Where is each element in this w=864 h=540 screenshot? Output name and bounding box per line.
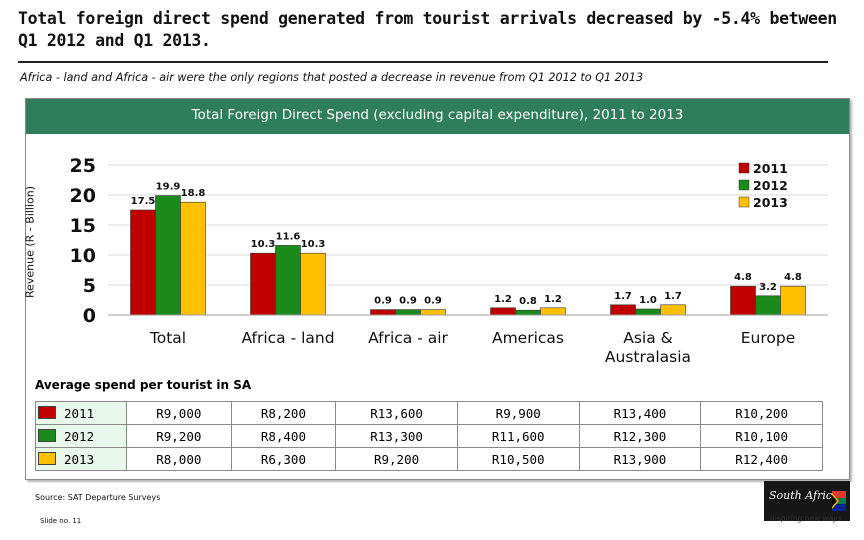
year-label: 2013 [64,451,95,467]
data-label: 3.2 [759,282,777,293]
source-note: Source: SAT Departure Surveys [35,493,161,502]
table-cell: R9,200 [126,424,232,448]
bar [250,252,276,316]
x-tick-label: Americas [492,329,564,347]
data-label: 0.9 [424,296,442,307]
table-cell: R8,200 [230,401,337,425]
bar [420,309,446,316]
bar [130,209,156,316]
year-cell: 2011 [35,401,127,425]
data-label: 4.8 [734,272,752,283]
table-cell: R12,400 [700,447,823,471]
bar [780,285,806,316]
bar [275,245,301,316]
legend-swatch [738,162,750,174]
legend-label: 2012 [753,178,788,193]
flag-icon [832,491,846,511]
bar [660,304,686,316]
x-tick-label: Asia & Australasia [605,329,691,366]
bar [730,285,756,316]
data-label: 1.0 [639,295,657,306]
legend-swatch [738,179,750,191]
slide-number: Slide no. 11 [40,517,82,525]
year-cell: 2012 [35,424,127,448]
table-cell: R12,300 [578,424,702,448]
chart-title: Total Foreign Direct Spend (excluding ca… [191,107,684,123]
data-label: 19.9 [156,182,181,193]
year-label: 2011 [64,405,95,421]
data-label: 0.8 [519,296,537,307]
table-cell: R13,900 [578,447,702,471]
table-row: 2011 R9,000 R8,200 R13,600 R9,900 R13,400 R10,… [35,401,823,425]
bar [370,309,396,316]
data-label: 1.2 [544,294,562,305]
logo-text: South Africa [769,489,839,502]
bar [300,252,326,316]
table-cell: R8,400 [230,424,337,448]
data-label: 0.9 [399,296,417,307]
data-label: 1.7 [614,291,632,302]
legend-label: 2011 [753,161,788,176]
avg-spend-label: Average spend per tourist in SA [35,378,252,392]
table-cell: R9,900 [456,401,580,425]
slide-title: Total foreign direct spend generated fro… [18,9,837,50]
legend-label: 2013 [753,195,788,210]
y-tick-label: 10 [70,245,96,267]
table-cell: R13,300 [335,424,458,448]
year-swatch [38,405,56,419]
table-cell: R9,000 [126,401,232,425]
x-tick-label: Europe [741,329,796,347]
bar [515,309,541,316]
x-tick-label: Africa - air [368,329,448,347]
y-tick-label: 25 [70,155,96,177]
avg-spend-table: 2011 R9,000 R8,200 R13,600 R9,900 R13,400 R10,… [35,401,823,471]
year-cell: 2013 [35,447,127,471]
chart-header: Total Foreign Direct Spend (excluding ca… [26,99,849,134]
bar [180,201,206,316]
south-africa-logo: South Africa [764,481,850,521]
y-tick-label: 5 [83,275,96,297]
y-tick-label: 0 [83,305,96,327]
slide-subtitle: Africa - land and Africa - air were the … [20,71,644,84]
year-swatch [38,428,56,442]
y-tick-label: 15 [70,215,96,237]
bar [395,309,421,316]
data-label: 10.3 [251,239,276,250]
year-swatch [38,451,56,465]
bar [610,304,636,316]
data-label: 1.7 [664,291,682,302]
data-label: 11.6 [276,231,301,242]
bar-chart: 0 5 10 15 20 25 17.519.918.8 Total 10.311.610.3 A… [70,155,828,366]
bar [540,307,566,316]
table-row: 2012 R9,200 R8,400 R13,300 R11,600 R12,300 R10… [35,424,823,448]
logo-tagline: inspiring new ways [770,514,842,523]
bar [635,308,661,316]
title-divider [18,61,828,63]
table-cell: R10,200 [700,401,823,425]
table-row: 2013 R8,000 R6,300 R9,200 R10,500 R13,900 R12,… [35,447,823,471]
bar [155,195,181,316]
data-label: 18.8 [181,188,206,199]
table-cell: R8,000 [126,447,232,471]
legend-swatch [738,196,750,208]
x-tick-label: Africa - land [241,329,334,347]
data-label: 1.2 [494,294,512,305]
data-label: 0.9 [374,296,392,307]
x-tick-label: Total [149,329,186,347]
table-cell: R10,100 [700,424,823,448]
y-tick-label: 20 [70,185,96,207]
data-label: 4.8 [784,272,802,283]
bar [490,307,516,316]
table-cell: R10,500 [456,447,580,471]
table-cell: R6,300 [230,447,337,471]
table-cell: R13,600 [335,401,458,425]
data-label: 17.5 [131,196,156,207]
data-label: 10.3 [301,239,326,250]
table-cell: R13,400 [578,401,702,425]
bar [755,295,781,316]
table-cell: R11,600 [456,424,580,448]
table-cell: R9,200 [335,447,458,471]
year-label: 2012 [64,428,95,444]
